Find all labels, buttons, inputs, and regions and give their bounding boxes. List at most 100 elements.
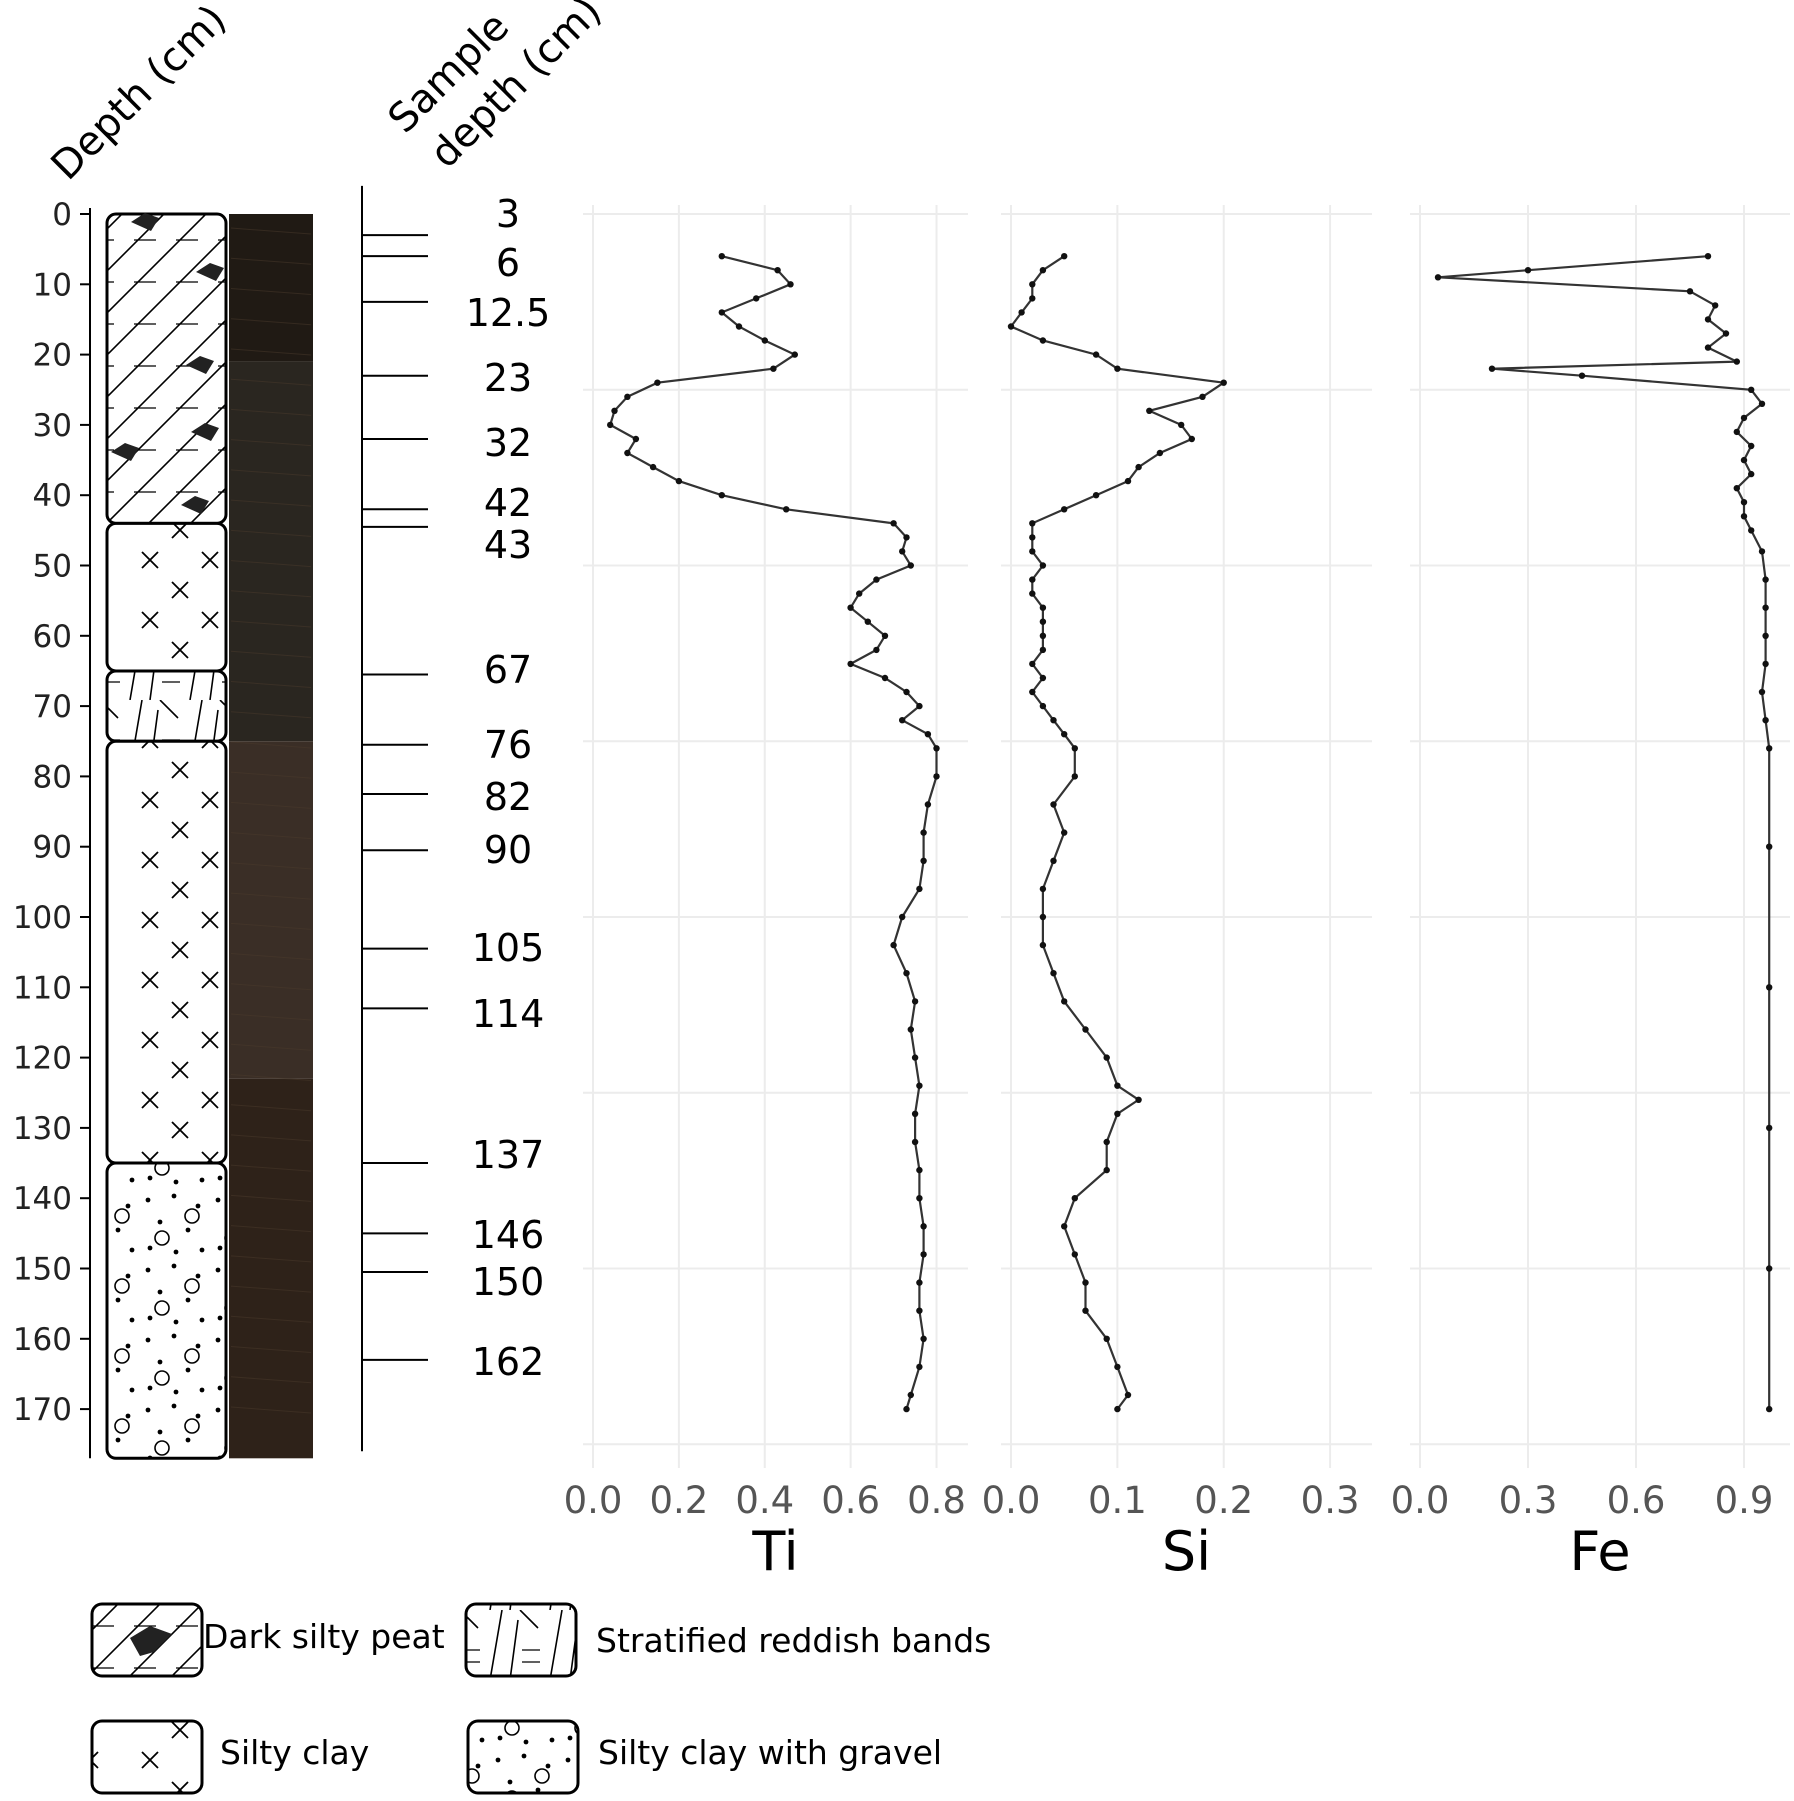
sample-depth-label: 150	[472, 1260, 545, 1304]
sample-depth-label: 43	[484, 523, 532, 567]
sample-depth-label: 6	[496, 241, 520, 285]
data-point	[1722, 330, 1730, 337]
legend-peat-fragment	[130, 1626, 172, 1656]
data-point	[899, 717, 906, 724]
element-label-si: Si	[1162, 1520, 1211, 1583]
data-point	[1220, 379, 1227, 386]
data-point	[916, 702, 923, 710]
core-photo-texture	[230, 590, 312, 598]
data-point	[1039, 674, 1047, 682]
data-point	[920, 1251, 927, 1258]
element-panels: 0.0 0.2 0.4 0.6 0.8 Ti 0.0 0.1 0.2 0.3 Si 0.0 0.3 0.6…	[564, 205, 1790, 1583]
data-point	[1029, 534, 1036, 541]
data-point	[1762, 632, 1769, 639]
data-point	[1039, 646, 1047, 654]
core-photo-segment	[229, 214, 313, 362]
core-photo-texture	[230, 832, 312, 840]
data-point	[1124, 1391, 1132, 1399]
data-point	[1199, 393, 1206, 400]
data-point	[903, 970, 910, 977]
core-photo-texture	[230, 1194, 312, 1202]
data-point	[1188, 435, 1196, 443]
data-point	[924, 731, 932, 738]
depth-tick-label: 160	[13, 1322, 72, 1358]
x-tick-label: 0.9	[1715, 1479, 1774, 1522]
data-point	[1114, 1082, 1121, 1089]
data-point	[1748, 442, 1755, 450]
data-point	[1712, 302, 1719, 309]
core-photo-texture	[230, 711, 312, 719]
core-photo-texture	[230, 1346, 312, 1354]
legend-label: Dark silty peat	[203, 1617, 445, 1656]
data-point	[1039, 941, 1047, 949]
data-point	[920, 829, 927, 836]
core-photo-texture	[230, 1104, 312, 1112]
x-tick-label: 0.2	[1194, 1479, 1253, 1522]
data-point	[916, 1195, 923, 1202]
core-photo-texture	[230, 1406, 312, 1414]
data-point	[1135, 1096, 1142, 1104]
core-photo-texture	[230, 318, 312, 326]
data-point	[1071, 745, 1079, 752]
data-point	[761, 337, 768, 344]
data-point	[916, 1363, 923, 1371]
data-point	[911, 1138, 919, 1146]
data-point	[1766, 745, 1773, 752]
data-point	[1092, 351, 1100, 358]
core-photo-texture	[230, 227, 312, 235]
core-photo-texture	[230, 499, 312, 507]
data-point	[718, 309, 725, 316]
data-point	[649, 463, 657, 471]
data-point	[1050, 857, 1057, 864]
data-point	[1762, 717, 1769, 724]
data-point	[899, 913, 906, 921]
data-point	[1124, 477, 1132, 485]
core-photo-texture	[230, 1225, 312, 1233]
core-photo-texture	[230, 288, 312, 296]
data-point	[1082, 1279, 1089, 1286]
depth-tick-label: 120	[13, 1041, 72, 1077]
sample-depth-label: 105	[472, 926, 545, 970]
data-point	[1762, 576, 1769, 583]
peat-fragment	[111, 443, 139, 461]
legend: Dark silty peat Stratified reddish bands S…	[90, 1602, 991, 1795]
depth-tick-label: 80	[33, 759, 72, 795]
sample-depth-label: 42	[484, 481, 532, 525]
core-photo-texture	[230, 1134, 312, 1142]
data-point	[911, 1110, 919, 1118]
core-photo	[229, 214, 313, 1459]
data-point	[890, 941, 897, 949]
series-line-ti	[608, 255, 938, 1410]
data-point	[1766, 843, 1773, 850]
depth-tick-label: 40	[33, 478, 72, 514]
core-photo-texture	[230, 892, 312, 900]
data-point	[675, 477, 683, 485]
data-point	[933, 773, 940, 780]
depth-tick-label: 140	[13, 1181, 72, 1217]
depth-tick-label: 150	[13, 1252, 72, 1288]
x-tick-label: 0.6	[1607, 1479, 1666, 1522]
x-tick-label: 0.3	[1301, 1479, 1360, 1522]
data-point	[916, 1082, 923, 1089]
data-point	[903, 1405, 910, 1413]
data-point	[1039, 618, 1047, 625]
data-point	[1039, 562, 1047, 569]
data-point	[920, 1223, 927, 1230]
data-point	[1082, 1026, 1089, 1033]
core-photo-texture	[230, 680, 312, 688]
data-point	[920, 857, 927, 864]
data-point	[1766, 984, 1773, 991]
data-point	[1758, 688, 1766, 696]
data-point	[1740, 414, 1748, 422]
core-photo-texture	[230, 620, 312, 628]
data-point	[916, 1307, 923, 1314]
data-point	[1061, 829, 1068, 836]
data-point	[1733, 485, 1741, 492]
lithology-unit-clay	[105, 521, 228, 673]
core-photo-texture	[230, 560, 312, 568]
core-photo-segment	[229, 741, 313, 1079]
data-point	[1082, 1307, 1089, 1314]
x-tick-label: 0.0	[564, 1479, 623, 1522]
data-point	[1704, 253, 1712, 260]
data-point	[856, 590, 863, 597]
